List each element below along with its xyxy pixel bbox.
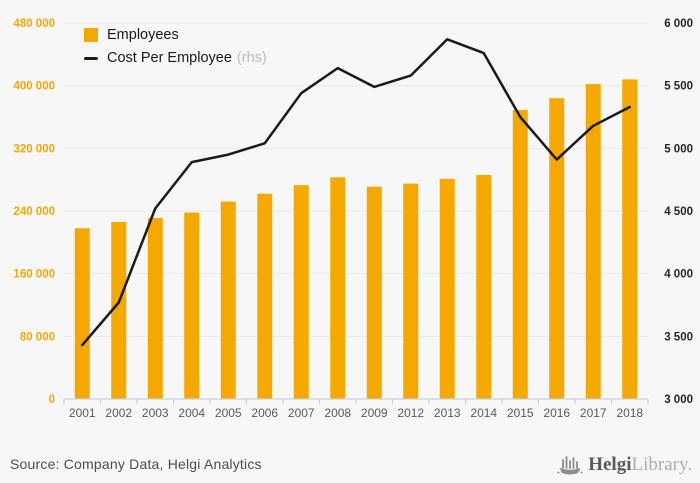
legend-item-cost-per-employee: Cost Per Employee (rhs) (84, 50, 267, 66)
right-axis-tick-label: 3 000 (664, 394, 693, 406)
bar-2018 (622, 79, 638, 400)
logo-text-helgi: Helgi (588, 454, 632, 475)
x-axis-label-2003: 2003 (142, 406, 169, 420)
bar-2002 (111, 221, 127, 399)
x-axis-label-2015: 2015 (507, 406, 534, 420)
logo-text: HelgiLibrary. (588, 452, 692, 478)
bar-2009 (366, 186, 382, 399)
x-axis-label-2009: 2009 (361, 406, 388, 420)
bar-2012 (403, 183, 419, 399)
legend-item-employees: Employees (84, 27, 267, 43)
x-axis-label-2013: 2013 (434, 406, 461, 420)
right-axis-tick-label: 4 000 (664, 269, 693, 281)
right-axis-tick-label: 6 000 (664, 18, 693, 30)
footer: Source: Company Data, Helgi Analytics He… (0, 448, 700, 483)
bar-2004 (184, 212, 200, 399)
bar-2014 (476, 174, 492, 399)
cost-per-employee-line (81, 38, 631, 347)
helgi-library-logo: HelgiLibrary. (556, 452, 692, 478)
legend: Employees Cost Per Employee (rhs) (84, 27, 267, 66)
line-sample-icon (84, 56, 98, 60)
x-axis-label-2016: 2016 (543, 406, 570, 420)
x-axis-label-2008: 2008 (324, 406, 351, 420)
left-axis-tick-label: 240 000 (13, 206, 55, 218)
x-axis-label-2007: 2007 (288, 406, 315, 420)
bar-2017 (585, 84, 601, 399)
x-axis-label-2006: 2006 (251, 406, 278, 420)
helgi-ship-icon (557, 456, 583, 475)
x-axis-label-2004: 2004 (178, 406, 205, 420)
left-axis-tick-label: 400 000 (13, 81, 55, 93)
bar-2008 (330, 177, 346, 399)
bar-2013 (439, 178, 455, 399)
x-axis-label-2012: 2012 (397, 406, 424, 420)
bar-2001 (74, 228, 90, 399)
x-axis-label-2001: 2001 (69, 406, 96, 420)
left-axis-tick-label: 160 000 (13, 269, 55, 281)
bar-2006 (257, 193, 273, 399)
bar-2016 (549, 98, 565, 399)
left-axis-tick-label: 320 000 (13, 143, 55, 155)
left-axis-tick-label: 80 000 (20, 331, 55, 343)
bar-2005 (220, 201, 236, 399)
x-axis-label-2017: 2017 (580, 406, 607, 420)
left-axis-tick-label: 0 (49, 394, 55, 406)
left-axis-tick-label: 480 000 (13, 18, 55, 30)
x-axis-label-2002: 2002 (105, 406, 132, 420)
right-axis-tick-label: 3 500 (664, 331, 693, 343)
legend-rhs-suffix: (rhs) (236, 50, 267, 66)
right-axis-tick-label: 5 000 (664, 143, 693, 155)
right-axis-tick-label: 5 500 (664, 81, 693, 93)
bar-2015 (512, 109, 528, 399)
right-axis-tick-label: 4 500 (664, 206, 693, 218)
x-axis-label-2005: 2005 (215, 406, 242, 420)
legend-label-employees: Employees (107, 27, 179, 43)
employees-swatch-icon (84, 28, 98, 42)
bar-2003 (147, 218, 163, 399)
logo-text-library: Library. (631, 454, 693, 475)
x-axis-label-2018: 2018 (616, 406, 643, 420)
x-axis-label-2014: 2014 (470, 406, 497, 420)
source-text: Source: Company Data, Helgi Analytics (10, 456, 262, 472)
bar-2007 (293, 185, 309, 399)
legend-label-cost-per-employee: Cost Per Employee (107, 50, 232, 66)
employees-cost-per-employee-chart: 0 3 000 80 000 3 500 160 000 4 000 240 000 4 50… (13, 18, 693, 420)
chart-area: 0 3 000 80 000 3 500 160 000 4 000 240 000 4 50… (13, 18, 693, 420)
